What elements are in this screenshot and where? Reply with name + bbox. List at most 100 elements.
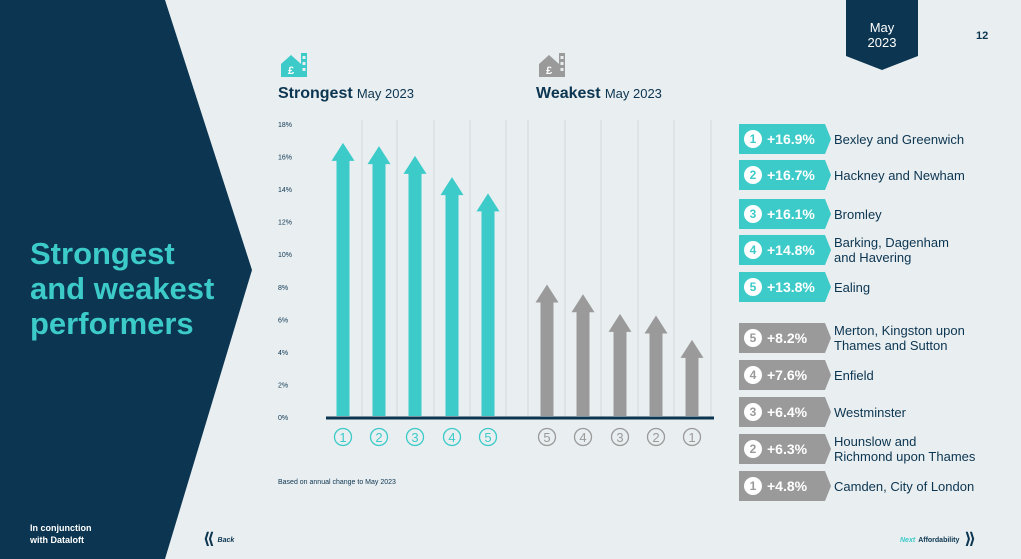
page-title-line: performers [30,306,194,341]
rank-number: 3 [744,403,762,421]
rank-pill: 5 +13.8% [739,272,831,302]
rank-pill: 2 +16.7% [739,160,831,190]
page-title: Strongest and weakest performers [30,236,230,341]
borough-name-line: and Havering [834,250,912,265]
category-label: 5 [543,430,550,445]
rank-percentage: +8.2% [767,330,808,346]
strongest-bar [440,177,464,416]
weakest-list-item: 2 +6.3% Hounslow and Richmond upon Thame… [739,434,1009,464]
back-label: Back [217,536,235,544]
borough-name: Westminster [834,405,1009,420]
weakest-bar [644,315,668,416]
borough-name-line: Enfield [834,367,874,383]
category-circle [333,427,353,447]
category-circle [646,427,666,447]
rank-percentage: +7.6% [767,367,808,383]
footnote: Based on annual change to May 2023 [278,479,396,486]
partner-credit-line: In conjunction [30,523,92,533]
y-tick-label: 6% [278,317,288,324]
category-circle [442,427,462,447]
borough-name: Barking, Dagenham and Havering [834,235,1009,265]
category-circle [610,427,630,447]
rank-pill: 3 +16.1% [739,199,831,229]
y-tick-label: 18% [278,122,292,129]
date-year: 2023 [867,35,897,50]
category-circle [537,427,557,447]
borough-name-line: Westminster [834,404,906,420]
borough-name-line: Ealing [834,279,871,295]
strongest-list-item: 1 +16.9% Bexley and Greenwich [739,124,1009,154]
category-circle [682,427,702,447]
double-chevron-right-icon: ⟫ [964,531,976,548]
category-label: 2 [375,430,382,445]
rank-pill: 3 +6.4% [739,397,831,427]
back-link[interactable]: ⟪ Back [203,532,237,548]
borough-name: Hackney and Newham [834,168,1009,183]
next-target-label: Affordability [918,536,960,544]
double-chevron-left-icon: ⟪ [203,531,215,548]
strongest-list-item: 3 +16.1% Bromley [739,199,1009,229]
next-label: Next [900,536,916,544]
rank-pill: 2 +6.3% [739,434,831,464]
category-label: 1 [688,430,695,445]
y-tick-label: 14% [278,187,292,194]
weakest-list-item: 4 +7.6% Enfield [739,360,1009,390]
page-title-line: Strongest [30,236,175,271]
rank-pill: 1 +16.9% [739,124,831,154]
category-label: 3 [616,430,623,445]
rank-number: 4 [744,366,762,384]
borough-name-line: Hounslow and [834,434,917,449]
borough-name-line: Merton, Kingston upon [834,323,965,338]
weakest-bar [608,313,632,416]
borough-name-line: Hackney and Newham [834,167,965,183]
category-label: 4 [448,430,455,445]
borough-name: Enfield [834,368,1009,383]
strongest-subtitle: May 2023 [356,86,414,101]
next-link[interactable]: Next Affordability ⟫ [900,532,976,548]
category-circle [573,427,593,447]
rank-percentage: +14.8% [767,242,815,258]
strongest-title: Strongest [278,85,353,102]
strongest-heading: Strongest May 2023 [278,85,414,103]
house-pound-icon: £ [539,53,565,77]
rank-number: 5 [744,278,762,296]
y-tick-label: 2% [278,382,288,389]
y-tick-label: 10% [278,252,292,259]
rank-percentage: +16.7% [767,167,815,183]
borough-name-line: Bexley and Greenwich [834,131,965,147]
strongest-bar [367,146,391,416]
category-label: 2 [652,430,659,445]
y-tick-label: 4% [278,350,288,357]
rank-number: 3 [744,205,762,223]
weakest-title: Weakest [536,85,601,102]
svg-text:£: £ [288,65,294,77]
rank-percentage: +6.4% [767,404,808,420]
svg-text:£: £ [546,65,552,77]
borough-name-line: Bromley [834,206,882,222]
rank-pill: 5 +8.2% [739,323,831,353]
category-label: 1 [339,430,346,445]
page-title-line: and weakest [30,271,215,306]
category-label: 5 [484,430,491,445]
rank-percentage: +13.8% [767,279,815,295]
borough-name-line: Richmond upon Thames [834,449,976,464]
rank-pill: 4 +7.6% [739,360,831,390]
weakest-list-item: 3 +6.4% Westminster [739,397,1009,427]
left-panel-shape [0,0,252,559]
borough-name: Merton, Kingston upon Thames and Sutton [834,323,1009,353]
category-label: 3 [411,430,418,445]
rank-pill: 1 +4.8% [739,471,831,501]
y-tick-label: 16% [278,155,292,162]
rank-number: 4 [744,241,762,259]
house-pound-icon: £ [281,53,307,77]
category-circle [369,427,389,447]
strongest-bar [331,142,355,416]
strongest-bar [476,193,500,416]
rank-percentage: +16.1% [767,206,815,222]
rank-percentage: +16.9% [767,131,815,147]
strongest-list-item: 4 +14.8% Barking, Dagenham and Havering [739,235,1009,265]
date-badge-shape [846,0,918,70]
borough-name-line: Barking, Dagenham [834,235,949,250]
weakest-list-item: 5 +8.2% Merton, Kingston upon Thames and… [739,323,1009,353]
category-circle [478,427,498,447]
